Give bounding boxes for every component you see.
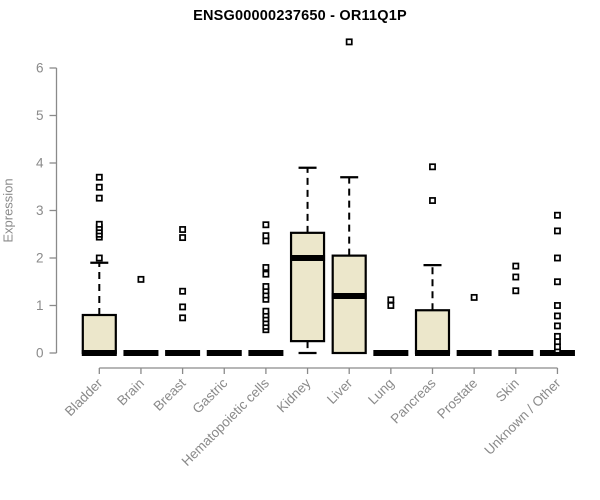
median-line [373,350,409,356]
y-tick-label: 3 [36,203,44,218]
iqr-box [414,309,451,355]
outlier-point [95,220,103,228]
outlier-point [553,254,561,262]
chart-title: ENSG00000237650 - OR11Q1P [193,8,407,24]
outlier-point [429,163,436,171]
iqr-box [81,313,117,355]
outlier-point [95,183,103,191]
outlier-point [512,273,520,281]
outlier-point [470,293,478,301]
median-line [81,350,117,356]
median-line [165,350,201,356]
x-tick-label: Unknown / Other [481,375,564,458]
outlier-point [179,314,187,322]
x-tick-label: Breast [151,375,189,413]
x-tick-label: Pancreas [388,375,439,426]
y-tick-label: 2 [36,251,44,266]
x-tick-label: Brain [114,376,147,409]
median-line [123,350,159,356]
outlier-point [387,302,395,309]
median-line [248,350,284,356]
x-tick-label: Prostate [434,376,480,422]
x-tick-label: Kidney [274,375,314,415]
outlier-point [179,226,187,233]
median-line [456,350,492,356]
median-line [290,255,326,261]
outlier-point [95,173,103,181]
median-line [415,350,450,356]
x-tick-label: Liver [324,375,356,407]
outlier-point [262,283,270,290]
x-tick-label: Gastric [190,375,231,416]
y-tick-label: 5 [36,108,44,123]
outlier-point [387,296,395,304]
y-tick-label: 4 [36,156,44,171]
outlier-point [553,302,561,309]
outlier-point [345,38,353,46]
outlier-point [179,287,187,295]
median-line [206,350,242,356]
iqr-box [289,231,326,343]
outlier-point [262,232,270,240]
outlier-point [553,227,561,235]
median-line [498,350,534,356]
outlier-point [262,270,270,278]
outlier-point [553,322,561,330]
outlier-point [262,221,270,229]
iqr-box [331,254,367,355]
outlier-point [553,278,561,286]
outlier-point [179,303,187,311]
x-tick-label: Lung [365,376,397,408]
x-tick-label: Bladder [62,375,106,419]
outlier-point [553,312,561,320]
outlier-point [262,264,270,271]
y-tick-label: 6 [36,61,44,76]
outlier-point [179,234,187,242]
median-line [331,293,367,299]
outlier-point [553,211,561,219]
y-tick-label: 0 [36,346,44,361]
outlier-point [429,197,436,204]
outlier-point [512,262,520,270]
outlier-point [137,275,145,283]
outlier-point [95,194,103,202]
y-tick-label: 1 [36,298,44,313]
outlier-point [262,307,270,315]
outlier-point [553,332,561,340]
outlier-point [95,254,103,262]
outlier-point [512,287,520,295]
x-tick-label: Skin [493,376,522,405]
